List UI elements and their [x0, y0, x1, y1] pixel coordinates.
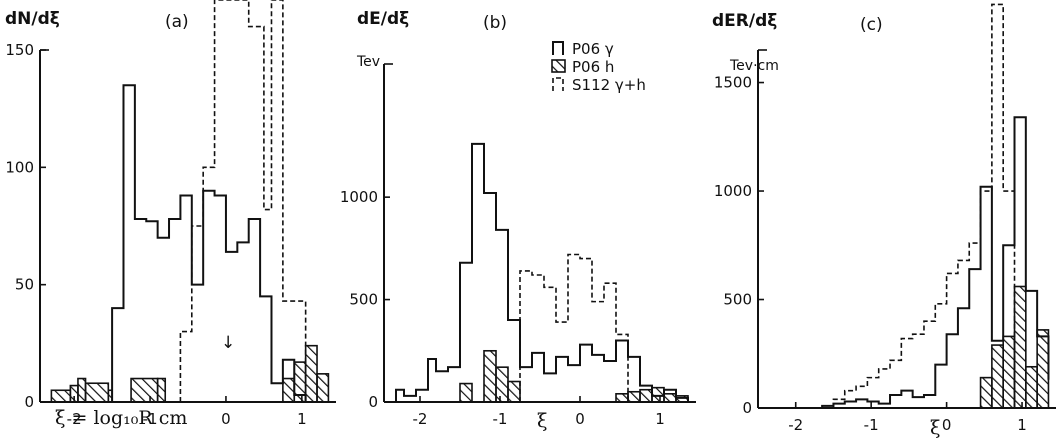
y-tick-label: 1000 [714, 182, 752, 200]
panel-b: dE/dξ Tev (b) -2 -1 0 1 0 500 1000 P06 γ P06 h… [340, 9, 696, 432]
y-tick-label: 1000 [340, 188, 378, 206]
panel-a-label: (a) [165, 12, 189, 32]
x-tick-label: 1 [297, 410, 307, 428]
hatched-bar [282, 377, 296, 403]
y-tick-label: 100 [5, 158, 34, 176]
y-tick-label: 1500 [714, 74, 752, 92]
hatched-bar [483, 349, 497, 403]
hatched-bar [304, 344, 318, 403]
solid-histogram-line [111, 84, 307, 402]
hatched-bar [156, 377, 167, 403]
x-tick-label: -1 [143, 410, 158, 428]
hatched-bar [627, 390, 641, 403]
hatched-bar [979, 376, 993, 409]
panel-a-xlabel: ξ = log₁₀R cm [55, 407, 187, 429]
hatched-bar [1013, 285, 1027, 409]
y-tick-label: 150 [5, 41, 34, 59]
hatched-bar [1025, 365, 1038, 409]
legend-symbol-solid [552, 41, 564, 55]
hatched-bar [316, 373, 330, 403]
legend-label-s112: S112 γ+h [572, 76, 646, 94]
x-tick-label: -2 [788, 416, 803, 434]
x-tick-label: -1 [864, 416, 879, 434]
panel-b-axes: -2 -1 0 1 0 500 1000 [340, 63, 696, 428]
hatched-bar [495, 366, 509, 403]
panel-b-legend: P06 γ P06 h S112 γ+h [551, 40, 646, 94]
x-tick-label: 1 [655, 410, 665, 428]
solid-histogram-line [395, 142, 689, 402]
y-tick-label: 0 [24, 393, 34, 411]
dashed-histogram-line [179, 0, 307, 402]
hatched-bar [1002, 335, 1016, 409]
y-tick-label: 500 [723, 291, 752, 309]
panel-c-unit: Tev·cm [729, 58, 779, 74]
x-tick-label: -2 [67, 410, 82, 428]
panel-c-label: (c) [860, 15, 883, 35]
hatched-bar [639, 388, 653, 403]
hatched-bar [459, 382, 473, 403]
panel-a-ylabel: dN/dξ [5, 9, 60, 29]
panel-c-marks [821, 3, 1050, 409]
legend-label-p06-h: P06 h [572, 58, 614, 76]
panel-a-annotation-arrow: ↓ [221, 333, 235, 353]
dashed-histogram-line [519, 253, 629, 402]
x-tick-label: -1 [493, 410, 508, 428]
panel-c-axes: -2 -1 0 1 0 500 1000 1500 [714, 49, 1056, 434]
y-tick-label: 0 [742, 399, 752, 417]
hatched-bar [77, 377, 87, 403]
x-tick-label: -2 [413, 410, 428, 428]
panel-b-marks [395, 142, 689, 403]
panel-a-marks [50, 0, 330, 403]
hatched-bar [651, 386, 665, 403]
hatched-bar [615, 393, 629, 403]
hatched-bar [130, 377, 159, 403]
legend-label-p06-gamma: P06 γ [572, 40, 614, 58]
hatched-bar [991, 344, 1004, 409]
x-tick-label: 0 [221, 410, 231, 428]
panel-c-xlabel: ξ [930, 417, 940, 439]
x-tick-label: 0 [575, 410, 585, 428]
panel-b-ylabel: dE/dξ [357, 9, 409, 29]
panel-a-axes: -2 -1 0 1 0 50 100 150 [5, 41, 336, 428]
legend-symbol-hatched [551, 59, 566, 73]
y-tick-label: 50 [15, 276, 34, 294]
dashed-histogram-line [832, 3, 1016, 408]
panel-a: dN/dξ (a) -2 -1 0 1 0 50 100 150 ↓ ξ = log₁₀R c… [5, 0, 336, 429]
hatched-bar [107, 389, 113, 403]
hatched-bar [1036, 329, 1050, 409]
panel-c-ylabel: dER/dξ [712, 11, 777, 31]
x-tick-label: 0 [942, 416, 952, 434]
panel-c: dER/dξ Tev·cm (c) -2 -1 0 1 0 500 1000 1500 ξ [712, 3, 1056, 439]
y-tick-label: 0 [368, 393, 378, 411]
panel-b-label: (b) [483, 13, 507, 33]
legend-symbol-dashed [552, 77, 564, 91]
hatched-bar [663, 393, 677, 403]
hatched-bar [84, 382, 110, 403]
hatched-bar [50, 389, 72, 403]
panel-b-xlabel: ξ [537, 410, 547, 432]
y-tick-label: 500 [349, 291, 378, 309]
panel-b-unit: Tev [356, 54, 380, 70]
hatched-bar [507, 380, 521, 403]
x-tick-label: 1 [1017, 416, 1027, 434]
hatched-bar [293, 361, 307, 403]
